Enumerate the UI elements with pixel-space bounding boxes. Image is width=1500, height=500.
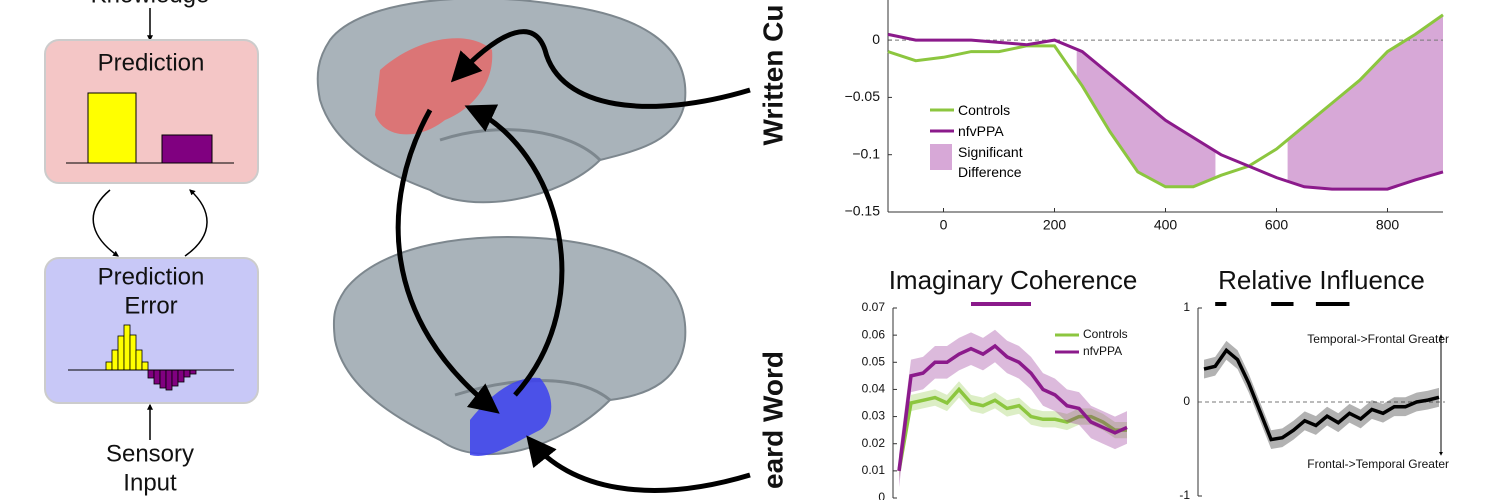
predictive-diagram: Knowledge Prediction Prediction Error Se… <box>44 0 259 496</box>
legend-label: nfvPPA <box>958 123 1004 139</box>
bar-icon <box>87 92 137 164</box>
annotation: Temporal->Frontal Greater <box>1307 332 1449 346</box>
chart: Imaginary Coherence 0 0.01 0.02 0.03 0.04 0.05… <box>862 265 1138 500</box>
bar-icon <box>161 134 213 164</box>
arrow <box>184 189 208 257</box>
error-box <box>44 257 259 404</box>
y-tick-label: 0.03 <box>862 409 886 423</box>
brain <box>316 0 687 204</box>
legend-label: Significant Difference <box>958 144 1023 180</box>
error-band <box>1204 340 1439 449</box>
y-tick-label: 0.01 <box>862 463 886 477</box>
significance-shading <box>1287 14 1443 190</box>
y-tick-label: 0.05 <box>862 354 886 368</box>
histogram-icon <box>147 369 197 391</box>
series-line <box>887 13 1444 189</box>
significance-shading <box>1076 49 1216 187</box>
error-band <box>899 329 1127 488</box>
error-label: Error <box>124 292 177 319</box>
y-tick-label: −0.05 <box>845 88 881 104</box>
legend-label: Controls <box>958 102 1011 118</box>
legend: Controls nfvPPA <box>1055 327 1128 358</box>
series-line <box>897 343 1128 472</box>
legend-label: nfvPPA <box>1083 344 1122 358</box>
sulcus <box>439 128 602 162</box>
condition-label: eard Word <box>757 351 788 489</box>
prediction-label: Prediction <box>98 49 205 76</box>
legend-swatch <box>930 144 952 170</box>
arrow <box>92 189 119 257</box>
y-tick-label: 0.06 <box>862 327 886 341</box>
brain-illustration: Written Cu eard Word <box>316 0 788 493</box>
y-tick-label: 0.04 <box>862 382 886 396</box>
brain <box>332 236 687 456</box>
chart: 0 −0.05 −0.1 −0.15 0 200 400 600 800 Controls nfvP… <box>845 0 1444 233</box>
arrows <box>395 29 751 493</box>
y-tick-label: 1 <box>1183 300 1190 314</box>
series-line <box>1203 347 1440 442</box>
sensory-label: Input <box>123 469 177 496</box>
y-tick-label: 0 <box>1183 394 1190 408</box>
series-line <box>897 386 1127 472</box>
x-tick-label: 600 <box>1265 217 1289 233</box>
y-tick-label: 0 <box>872 31 880 47</box>
chart: Relative Influence -1 0 1 Temporal->Frontal … <box>1179 265 1449 500</box>
knowledge-label: Knowledge <box>91 0 210 8</box>
legend-label-box: Significant Difference <box>958 144 1023 180</box>
error-label: Prediction <box>98 263 205 290</box>
condition-label: Written Cu <box>757 4 788 145</box>
legend: Controls nfvPPA Significant Difference <box>930 102 1023 180</box>
y-tick-label: −0.15 <box>845 203 881 219</box>
y-tick-label: −0.1 <box>852 145 880 161</box>
series-line <box>887 32 1444 191</box>
legend-label-box: nfvPPA <box>958 123 1004 139</box>
y-tick-label: -1 <box>1179 488 1190 500</box>
y-tick-label: 0.02 <box>862 436 886 450</box>
chart-title: Imaginary Coherence <box>889 265 1138 295</box>
x-tick-label: 800 <box>1376 217 1400 233</box>
x-tick-label: 0 <box>940 217 948 233</box>
x-tick-label: 400 <box>1154 217 1178 233</box>
annotation: Frontal->Temporal Greater <box>1307 457 1449 471</box>
legend-label: Controls <box>1083 327 1128 341</box>
legend-label-box: Controls <box>958 102 1011 118</box>
temporal-region <box>470 377 552 456</box>
y-tick-label: 0.07 <box>862 300 886 314</box>
y-tick-label: 0 <box>878 490 885 500</box>
x-tick-label: 200 <box>1043 217 1067 233</box>
error-band <box>899 381 1127 479</box>
sensory-label: Sensory <box>106 440 194 467</box>
chart-title: Relative Influence <box>1218 265 1425 295</box>
